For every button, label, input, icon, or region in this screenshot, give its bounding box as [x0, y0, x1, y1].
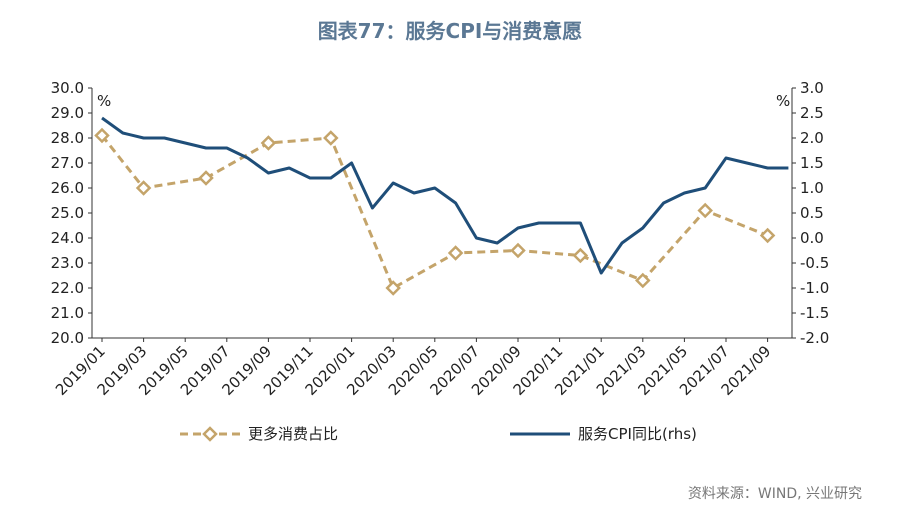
- marker: [759, 227, 776, 244]
- y-tick-label: 22.0: [51, 279, 84, 297]
- marker: [510, 242, 526, 259]
- legend-label: 更多消费占比: [248, 425, 338, 443]
- source: 资料来源：WIND, 兴业研究: [688, 486, 862, 502]
- chart-title: 图表77：服务CPI与消费意愿: [318, 19, 583, 43]
- y2-tick-label: -1.5: [800, 304, 829, 322]
- y-axis-label: %: [97, 92, 111, 110]
- y-tick-label: 29.0: [51, 104, 84, 122]
- marker: [260, 135, 277, 151]
- y2-tick-label: -0.5: [800, 254, 829, 272]
- marker: [385, 280, 401, 296]
- marker: [198, 170, 214, 186]
- y-tick-label: 24.0: [51, 229, 84, 247]
- y-tick-label: 26.0: [51, 179, 84, 197]
- marker: [94, 127, 110, 144]
- y2-tick-label: 3.0: [800, 79, 824, 97]
- y2-tick-label: 1.5: [800, 154, 824, 172]
- marker: [572, 247, 589, 264]
- legend-marker: [202, 426, 218, 442]
- y-tick-label: 28.0: [51, 129, 84, 147]
- y-tick-label: 20.0: [51, 329, 84, 347]
- marker: [135, 180, 152, 196]
- y2-axis-label: %: [776, 92, 790, 110]
- series-line: [101, 116, 789, 275]
- y2-tick-label: -1.0: [800, 279, 829, 297]
- y-tick-label: 23.0: [51, 254, 84, 272]
- y-tick-label: 30.0: [51, 79, 84, 97]
- marker: [323, 130, 339, 146]
- y-tick-label: 21.0: [51, 304, 84, 322]
- series-line: [100, 134, 769, 290]
- y2-tick-label: 2.5: [800, 104, 824, 122]
- marker: [447, 245, 464, 261]
- y-tick-label: 25.0: [51, 204, 84, 222]
- legend-label: 服务CPI同比(rhs): [578, 425, 697, 443]
- y2-tick-label: 2.0: [800, 129, 824, 147]
- y2-tick-label: -2.0: [800, 329, 829, 347]
- marker: [635, 272, 651, 289]
- y2-tick-label: 0.0: [800, 229, 824, 247]
- y2-tick-label: 0.5: [800, 204, 824, 222]
- marker: [697, 202, 713, 219]
- y-tick-label: 27.0: [51, 154, 84, 172]
- y2-tick-label: 1.0: [800, 179, 824, 197]
